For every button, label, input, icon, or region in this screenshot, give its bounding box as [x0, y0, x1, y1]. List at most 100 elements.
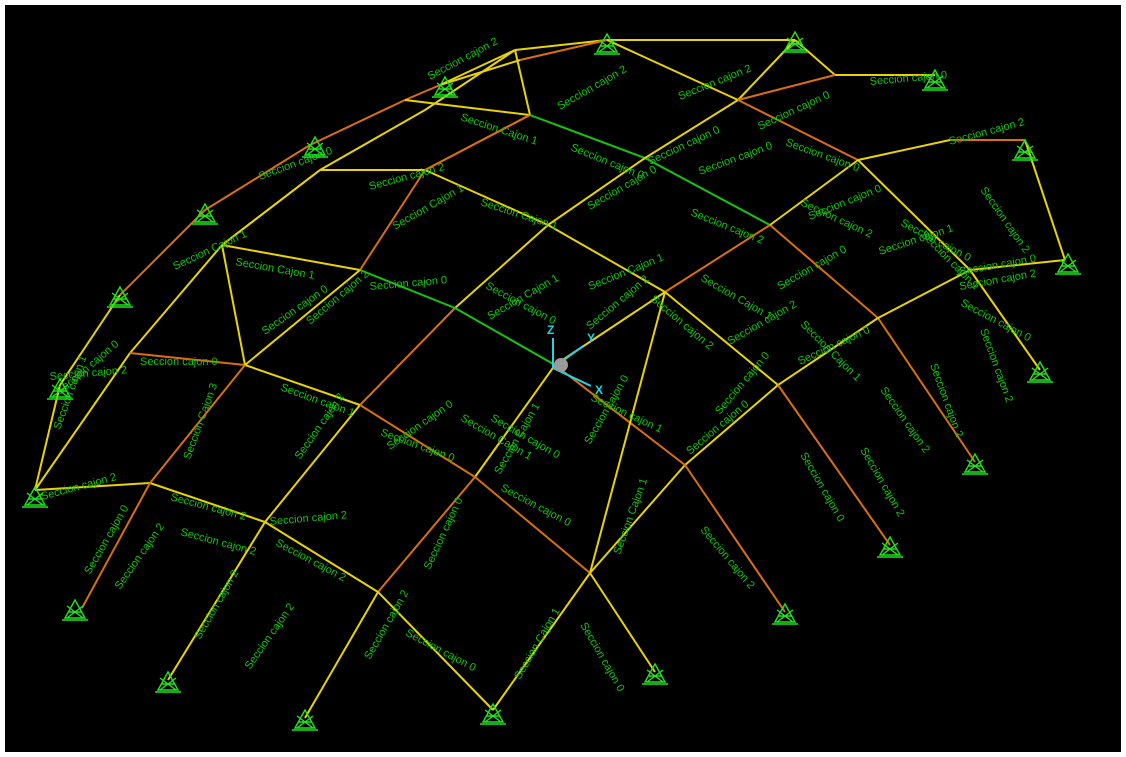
fixed-support-icon[interactable] [772, 602, 798, 625]
frame-member[interactable] [969, 269, 1041, 371]
frame-member[interactable] [309, 99, 406, 146]
fixed-support-icon[interactable] [192, 202, 218, 225]
frame-member[interactable] [454, 224, 549, 309]
frame-member[interactable] [606, 39, 739, 101]
frame-member[interactable] [554, 364, 686, 466]
frame-member[interactable] [424, 114, 531, 171]
frame-member[interactable] [264, 521, 379, 593]
support-symbols [22, 30, 1081, 731]
fixed-support-icon[interactable] [47, 377, 73, 400]
fixed-support-icon[interactable] [22, 485, 48, 508]
frame-member[interactable] [547, 157, 646, 226]
frame-member[interactable] [359, 269, 456, 309]
section-label: Seccion cajon 2 [556, 63, 629, 112]
frame-member[interactable] [34, 482, 151, 491]
section-label: Seccion cajon 2 [192, 568, 241, 641]
frame-member[interactable] [857, 139, 951, 161]
fixed-support-icon[interactable] [292, 708, 318, 731]
section-label: Seccion cajon 2 [426, 36, 500, 83]
frame-member[interactable] [877, 317, 976, 463]
frame-member[interactable] [529, 114, 646, 159]
frame-member[interactable] [377, 591, 494, 711]
frame-member[interactable] [769, 224, 879, 319]
fixed-support-icon[interactable] [594, 32, 620, 55]
fixed-support-icon[interactable] [480, 702, 506, 725]
frame-member[interactable] [684, 384, 779, 466]
fixed-support-icon[interactable] [62, 598, 88, 621]
frame-member[interactable] [359, 307, 456, 406]
frame-member[interactable] [857, 159, 971, 271]
frame-member[interactable] [221, 244, 361, 271]
frame-member[interactable] [644, 157, 771, 226]
frame-member[interactable] [644, 99, 739, 159]
frame-member[interactable] [777, 317, 879, 386]
fixed-support-icon[interactable] [782, 30, 808, 53]
frame-member[interactable] [474, 364, 556, 478]
fixed-support-icon[interactable] [922, 68, 948, 91]
frame-member[interactable] [794, 39, 836, 76]
frame-member[interactable] [204, 144, 311, 211]
frame-member[interactable] [221, 169, 321, 246]
frame-member[interactable] [474, 476, 591, 574]
frame-member[interactable] [589, 572, 656, 673]
frame-member[interactable] [319, 109, 426, 171]
frame-member[interactable] [167, 521, 266, 681]
frame-member[interactable] [589, 464, 686, 574]
frame-member[interactable] [439, 49, 516, 86]
fixed-support-icon[interactable] [1055, 252, 1081, 275]
frame-member[interactable] [129, 352, 246, 366]
frame-member[interactable] [359, 404, 476, 478]
frame-member[interactable] [439, 59, 521, 86]
frame-member[interactable] [777, 384, 891, 546]
fixed-support-icon[interactable] [155, 670, 181, 693]
fixed-support-icon[interactable] [642, 662, 668, 685]
frame-member[interactable] [424, 49, 516, 111]
frame-member[interactable] [454, 307, 556, 366]
frame-member[interactable] [59, 294, 121, 386]
section-label: Seccion cajon 0 [140, 356, 218, 368]
frame-member[interactable] [424, 169, 549, 226]
frame-member[interactable] [149, 364, 246, 484]
section-label: Seccion cajon 2 [362, 588, 411, 661]
frame-member[interactable] [359, 169, 426, 271]
frame-member[interactable] [664, 224, 771, 293]
frame-member[interactable] [664, 291, 779, 386]
y-axis-label: Y [587, 331, 595, 345]
fixed-support-icon[interactable] [302, 135, 328, 158]
frame-member[interactable] [149, 482, 266, 523]
z-axis-label: Z [547, 323, 554, 337]
model-viewport[interactable]: Seccion cajon 2 Seccion cajon 0 Seccion ca… [5, 5, 1121, 752]
frame-member[interactable] [589, 291, 666, 574]
frame-member[interactable] [81, 482, 151, 609]
frame-member[interactable] [221, 244, 246, 366]
fixed-support-icon[interactable] [962, 452, 988, 475]
frame-member[interactable] [514, 39, 608, 51]
frame-member[interactable] [377, 476, 476, 593]
frame-member[interactable] [492, 572, 591, 711]
frame-member[interactable] [737, 99, 859, 161]
section-label: Seccion cajon 0 [404, 627, 478, 674]
frame-member[interactable] [877, 269, 971, 319]
fixed-support-icon[interactable] [107, 285, 133, 308]
fixed-support-icon[interactable] [877, 535, 903, 558]
frame-member[interactable] [547, 224, 666, 293]
frame-member[interactable] [304, 591, 379, 719]
frame-member[interactable] [404, 99, 531, 116]
frame-member[interactable] [34, 352, 131, 491]
frame-member[interactable] [264, 404, 361, 523]
frame-member[interactable] [519, 39, 608, 61]
frame-member[interactable] [684, 464, 786, 613]
frame-member[interactable] [244, 364, 361, 406]
frame-member[interactable] [404, 84, 441, 101]
fixed-support-icon[interactable] [1027, 360, 1053, 383]
frame-member[interactable] [34, 384, 61, 491]
frame-member[interactable] [737, 74, 836, 101]
frame-member[interactable] [119, 209, 206, 296]
frame-member[interactable] [129, 244, 223, 354]
frame-member[interactable] [244, 269, 361, 366]
fixed-support-icon[interactable] [432, 75, 458, 98]
frame-member[interactable] [969, 259, 1066, 271]
fixed-support-icon[interactable] [1012, 138, 1038, 161]
frame-member[interactable] [769, 159, 859, 226]
